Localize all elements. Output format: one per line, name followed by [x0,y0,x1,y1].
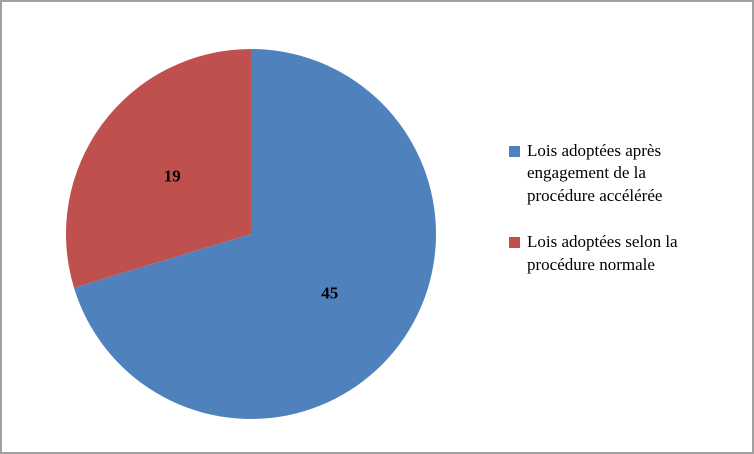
legend-item-accelerated-procedure: Lois adoptées après engagement de la pro… [509,140,724,207]
legend-swatch-red-icon [509,237,520,249]
legend-label-accelerated-procedure: Lois adoptées après engagement de la pro… [527,141,663,205]
pie-slice-1 [66,49,251,288]
chart-legend: Lois adoptées après engagement de la pro… [509,140,724,276]
pie-data-label-1: 19 [164,167,181,186]
legend-swatch-blue-icon [509,146,520,157]
pie-data-label-0: 45 [321,283,338,302]
pie-slice-0 [73,49,437,419]
legend-label-normal-procedure: Lois adoptées selon la procédure normale [527,232,678,274]
legend-item-normal-procedure: Lois adoptées selon la procédure normale [509,231,724,276]
